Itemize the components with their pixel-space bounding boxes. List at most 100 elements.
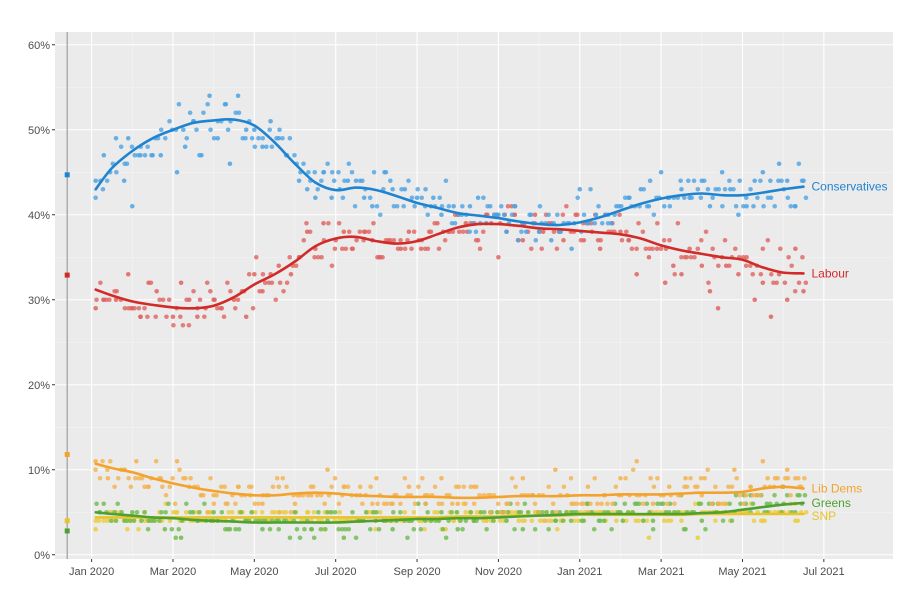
conservatives-poll-point [390,186,395,192]
labour-poll-point [132,305,137,311]
lib-dems-poll-point [568,475,574,481]
greens-poll-point [297,535,303,541]
snp-poll-point [516,518,522,524]
conservatives-poll-point [129,203,135,209]
conservatives-poll-point [181,127,186,133]
conservatives-poll-point [235,93,241,99]
conservatives-poll-point [158,127,164,133]
snp-poll-point [803,509,809,515]
labour-poll-point [771,280,776,286]
greens-poll-point [609,526,614,532]
greens-poll-point [458,518,463,524]
conservatives-poll-point [342,178,347,184]
snp-poll-point [636,518,641,524]
conservatives-poll-point [527,212,532,218]
lib-dems-poll-point [432,484,438,490]
lib-dems-poll-point [468,484,473,490]
greens-poll-point [729,518,735,524]
labour-poll-point [654,246,660,252]
lib-dems-poll-point [276,484,282,490]
conservatives-poll-point [596,203,601,209]
lib-dems-trend-line [94,462,805,500]
labour-poll-point [736,271,741,277]
snp-poll-point [529,518,535,524]
labour-poll-point [477,246,483,252]
labour-poll-point [520,237,526,243]
lib-dems-poll-point [218,484,224,490]
lib-dems-poll-point [513,484,518,490]
conservatives-poll-point [414,195,420,201]
lib-dems-poll-point [368,484,373,490]
labour-poll-point [315,254,321,260]
labour-poll-point [157,297,162,303]
labour-poll-point [350,246,356,252]
labour-poll-point [758,271,764,277]
labour-poll-point [262,280,268,286]
greens-poll-point [178,535,184,541]
snp-poll-point [463,509,469,515]
conservatives-poll-point [622,195,628,201]
lib-dems-poll-point [436,501,442,507]
lib-dems-poll-point [623,475,628,481]
snp-poll-point [136,526,141,532]
lib-dems-poll-point [139,475,145,481]
lib-dems-poll-point [775,475,781,481]
x-tick-label: Mar 2020 [150,566,196,578]
conservatives-poll-point [720,203,725,209]
labour-poll-point [578,237,584,243]
labour-poll-point [269,280,275,286]
lib-dems-poll-point [520,475,526,481]
labour-poll-point [792,288,798,294]
lib-dems-poll-point [605,501,610,507]
lib-dems-poll-point [222,484,227,490]
labour-poll-point [598,237,603,243]
conservatives-poll-point [577,186,583,192]
greens-poll-point [131,518,137,524]
lib-dems-poll-point [585,484,591,490]
labour-poll-point [326,220,331,226]
greens-poll-point [323,526,328,532]
lib-dems-poll-point [553,467,558,473]
labour-poll-point [319,254,324,260]
conservatives-poll-point [215,135,221,141]
lib-dems-poll-point [802,475,807,481]
conservatives-poll-point [605,220,611,226]
lib-dems-poll-point [757,492,763,498]
labour-poll-point [178,280,184,286]
conservatives-poll-point [467,229,473,235]
lib-dems-poll-point [329,484,334,490]
lib-dems-poll-point [709,501,714,507]
lib-dems-poll-point [651,484,657,490]
labour-poll-point [232,305,238,311]
conservatives-poll-point [460,203,465,209]
conservatives-poll-point [296,178,302,184]
conservatives-poll-point [727,186,733,192]
conservatives-poll-point [269,144,275,150]
labour-poll-point [218,305,223,311]
conservatives-poll-point [519,229,524,235]
conservatives-poll-point [187,110,193,116]
labour-poll-point [560,212,566,218]
lib-dems-poll-point [252,501,258,507]
conservatives-poll-point [431,195,436,201]
lib-dems-poll-point [233,501,238,507]
snp-poll-point [668,518,674,524]
greens-poll-point [518,509,524,515]
conservatives-poll-point [158,152,164,158]
labour-poll-point [774,280,779,286]
labour-poll-point [346,229,352,235]
lib-dems-poll-point [498,509,504,515]
labour-poll-point [743,263,749,269]
lib-dems-poll-point [249,484,254,490]
conservatives-poll-point [401,203,406,209]
snp-poll-point [623,518,629,524]
lib-dems-poll-point [115,475,121,481]
greens-poll-point [336,526,341,532]
conservatives-poll-point [537,203,543,209]
lib-dems-poll-point [732,467,737,473]
lib-dems-poll-point [610,501,615,507]
lib-dems-poll-point [723,501,728,507]
snp-poll-point [96,518,102,524]
greens-poll-point [376,526,382,532]
greens-poll-point [302,526,307,532]
